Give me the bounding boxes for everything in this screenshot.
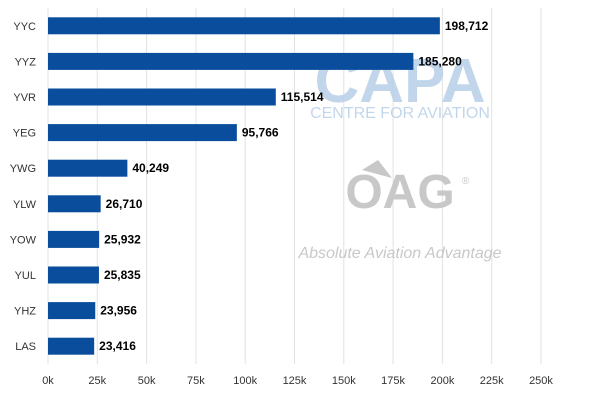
bar <box>48 337 95 355</box>
x-axis-tick-labels: 0k 25k 50k 75k 100k 125k 150k 175k 200k 225k 250k <box>42 375 553 387</box>
x-tick-label: 0k <box>42 375 54 387</box>
value-label: 25,932 <box>104 232 141 246</box>
bar <box>48 159 128 177</box>
value-labels: 198,712 185,280 115,514 95,766 40,249 26,710 2… <box>99 19 488 353</box>
oag-logo-text: OAG <box>345 166 454 219</box>
value-label: 23,956 <box>100 304 137 318</box>
value-label: 198,712 <box>445 19 489 33</box>
bar <box>48 52 414 70</box>
value-label: 25,835 <box>104 268 141 282</box>
bars <box>48 17 440 355</box>
value-label: 26,710 <box>106 197 143 211</box>
x-tick-label: 100k <box>233 375 257 387</box>
category-label: YYZ <box>15 56 37 68</box>
category-label: YWG <box>10 163 36 175</box>
oag-swoosh-icon <box>362 160 392 178</box>
bar <box>48 195 101 213</box>
x-tick-label: 225k <box>480 375 504 387</box>
x-tick-label: 150k <box>332 375 356 387</box>
category-label: YUL <box>15 270 36 282</box>
category-label: YEG <box>13 128 36 140</box>
x-tick-label: 125k <box>283 375 307 387</box>
watermarks: CAPA CENTRE FOR AVIATION OAG ® Absolute … <box>297 47 501 262</box>
value-label: 40,249 <box>132 161 169 175</box>
bar <box>48 17 440 35</box>
category-label: YHZ <box>14 306 36 318</box>
x-tick-label: 75k <box>187 375 205 387</box>
bar <box>48 124 237 142</box>
oag-tagline: Absolute Aviation Advantage <box>297 245 501 262</box>
category-label: YVR <box>13 92 36 104</box>
bar <box>48 88 276 106</box>
x-tick-label: 175k <box>381 375 405 387</box>
bar <box>48 266 99 284</box>
x-tick-label: 25k <box>88 375 106 387</box>
bar <box>48 230 100 248</box>
bar <box>48 302 96 320</box>
category-labels: YYC YYZ YVR YEG YWG YLW YOW YUL YHZ LAS <box>10 21 37 353</box>
capa-tagline: CENTRE FOR AVIATION <box>310 105 490 122</box>
category-label: LAS <box>15 341 36 353</box>
value-label: 115,514 <box>281 90 324 104</box>
category-label: YYC <box>13 21 36 33</box>
value-label: 95,766 <box>242 126 279 140</box>
value-label: 185,280 <box>418 54 462 68</box>
value-label: 23,416 <box>99 339 136 353</box>
x-tick-label: 200k <box>430 375 454 387</box>
x-tick-label: 50k <box>138 375 156 387</box>
x-tick-label: 250k <box>529 375 553 387</box>
category-label: YLW <box>13 199 37 211</box>
oag-registered-mark: ® <box>462 176 470 187</box>
category-label: YOW <box>10 234 37 246</box>
